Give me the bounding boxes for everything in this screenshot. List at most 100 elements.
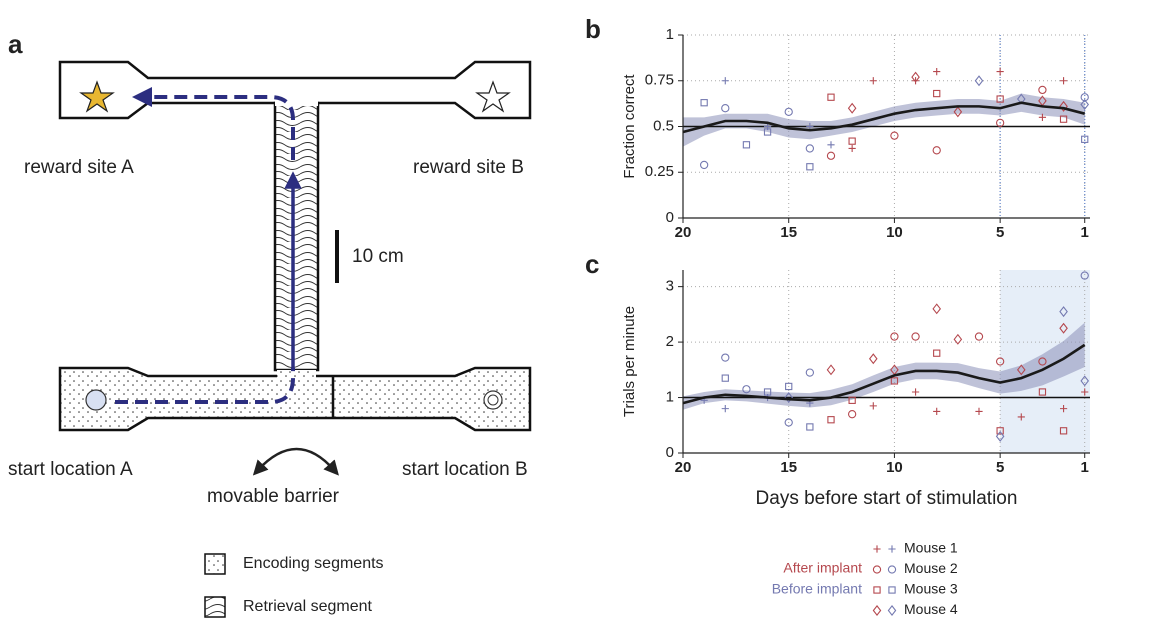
marker-plus (873, 545, 881, 553)
marker-diamond (932, 303, 942, 315)
legend-label: Encoding segments (243, 555, 384, 572)
legend-label: Retrieval segment (243, 598, 373, 615)
marker-plus (975, 407, 983, 416)
marker-circle (872, 565, 882, 574)
legend-group: Before implant (772, 581, 862, 597)
legend-group: After implant (783, 560, 862, 576)
marker-circle (847, 410, 857, 419)
marker-square (763, 388, 772, 396)
label: start location B (402, 459, 528, 480)
marker-diamond (1059, 306, 1068, 318)
panel-letter: b (585, 14, 601, 44)
x-tick-label: 1 (1081, 459, 1089, 476)
marker-square (785, 382, 793, 391)
marker-circle (1038, 357, 1047, 366)
marker-plus (721, 77, 729, 85)
marker-square (890, 377, 899, 385)
marker-circle (721, 353, 730, 362)
marker-plus (869, 77, 877, 85)
x-tick-label: 20 (675, 224, 692, 241)
marker-circle (1038, 85, 1047, 95)
marker-square (933, 89, 941, 98)
marker-circle (1080, 271, 1089, 280)
marker-diamond (1080, 375, 1090, 387)
marker-circle (784, 107, 793, 117)
marker-circle (890, 332, 899, 341)
marker-circle (995, 357, 1005, 366)
marker-diamond (953, 106, 963, 118)
marker-plus (911, 388, 920, 396)
marker-plus (827, 141, 835, 149)
marker-plus (911, 77, 920, 85)
marker-plus (933, 407, 941, 416)
marker-circle (826, 151, 836, 160)
marker-square (806, 163, 814, 171)
y-tick-label: 1 (666, 26, 674, 43)
y-axis-label: Fraction correct (621, 74, 638, 179)
marker-diamond (868, 353, 878, 365)
marker-circle (995, 118, 1005, 127)
legend-label: Mouse 4 (904, 601, 958, 617)
label: reward site B (413, 157, 524, 178)
marker-plus (1081, 388, 1089, 396)
panel-letter: c (585, 249, 599, 279)
marker-square (933, 349, 941, 357)
marker-diamond (887, 605, 897, 616)
marker-plus (933, 68, 941, 76)
maze (58, 60, 532, 618)
x-tick-label: 1 (1081, 224, 1089, 241)
marker-plus (1017, 413, 1025, 421)
marker-diamond (974, 75, 984, 87)
marker-circle (805, 144, 815, 153)
marker-circle (890, 131, 899, 140)
marker-plus (869, 402, 877, 410)
marker-plus (1038, 113, 1047, 121)
label: start location A (8, 459, 133, 480)
x-tick-label: 20 (675, 459, 692, 476)
x-tick-label: 5 (996, 459, 1004, 476)
confidence-band (683, 322, 1085, 410)
marker-square (1038, 388, 1047, 396)
y-tick-label: 2 (666, 333, 674, 350)
marker-square (721, 374, 729, 382)
y-tick-label: 0 (666, 209, 674, 226)
marker-square (806, 423, 814, 431)
marker-diamond (911, 71, 920, 83)
marker-square (848, 137, 856, 145)
y-tick-label: 1 (666, 389, 674, 406)
mean-line (682, 101, 1086, 134)
marker-circle (699, 160, 709, 170)
y-tick-label: 0.25 (645, 163, 674, 180)
marker-circle (911, 332, 920, 341)
marker-circle (932, 146, 941, 155)
y-axis-label: Trials per minute (621, 306, 638, 417)
marker-circle (784, 418, 793, 427)
marker-diamond (1059, 100, 1068, 112)
x-tick-label: 15 (780, 224, 797, 241)
marker-plus (996, 68, 1004, 76)
marker-diamond (1059, 322, 1068, 334)
marker-plus (848, 144, 856, 153)
x-tick-label: 5 (996, 224, 1004, 241)
marker-circle (742, 385, 751, 394)
marker-square (888, 586, 896, 594)
marker-circle (887, 565, 897, 574)
marker-diamond (784, 392, 794, 404)
marker-diamond (1016, 364, 1026, 376)
marker-square (1059, 115, 1068, 123)
marker-square (996, 95, 1004, 103)
marker-circle (974, 332, 984, 341)
y-tick-label: 3 (666, 278, 674, 295)
y-tick-label: 0.5 (653, 117, 674, 134)
marker-square (1059, 427, 1068, 435)
marker-circle (721, 104, 730, 113)
marker-square (848, 396, 856, 404)
marker-diamond (847, 102, 857, 114)
marker-square (742, 141, 751, 149)
x-tick-label: 10 (886, 224, 903, 241)
legend-label: Mouse 3 (904, 581, 958, 597)
marker-plus (1059, 77, 1068, 85)
x-tick-label: 15 (780, 459, 797, 476)
